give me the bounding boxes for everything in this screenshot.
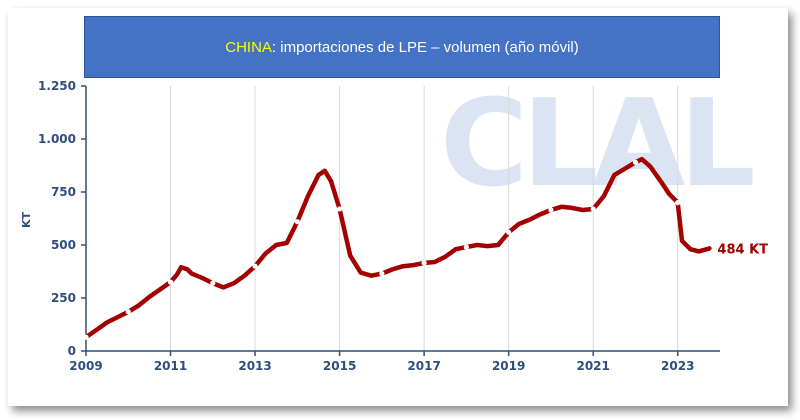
data-point-marker	[252, 263, 258, 269]
y-ticks: 0 250 500 750 1.000 1.250	[38, 79, 86, 358]
y-tick-label: 0	[68, 344, 76, 358]
y-tick-label: 250	[51, 291, 76, 305]
data-point-marker	[506, 229, 512, 235]
data-point-marker	[379, 271, 385, 277]
x-tick-label: 2011	[154, 359, 187, 373]
data-point-marker	[548, 207, 554, 213]
x-tick-label: 2009	[69, 359, 102, 373]
data-point-marker	[167, 279, 174, 285]
title-highlight: CHINA	[225, 38, 272, 56]
series-markers	[83, 159, 681, 340]
title-text: : importaciones de LPE – volumen (año mó…	[271, 38, 579, 56]
data-point-marker	[337, 206, 343, 212]
data-point-marker	[675, 200, 681, 206]
watermark-logo: CLAL	[440, 75, 753, 214]
data-point-marker	[83, 334, 89, 340]
data-point-marker	[463, 244, 469, 250]
y-tick-label: 1.250	[38, 79, 76, 93]
data-point-marker	[294, 219, 300, 225]
y-tick-label: 500	[51, 238, 76, 252]
data-point-marker	[632, 159, 639, 165]
x-tick-label: 2021	[576, 359, 609, 373]
x-tick-label: 2023	[661, 359, 694, 373]
series-line	[83, 156, 712, 340]
chart-title: CHINA: importaciones de LPE – volumen (a…	[84, 16, 720, 78]
y-tick-label: 750	[51, 185, 76, 199]
y-axis-label: KT	[20, 211, 33, 228]
x-tick-label: 2017	[407, 359, 440, 373]
y-tick-label: 1.000	[38, 132, 76, 146]
data-point-marker	[125, 309, 131, 315]
x-tick-label: 2019	[492, 359, 525, 373]
x-tick-label: 2013	[238, 359, 271, 373]
x-ticks: 2009 2011 2013 2015 2017 2019 2021 2023	[69, 351, 694, 373]
data-point-marker	[210, 280, 216, 286]
data-point-marker	[590, 206, 596, 212]
end-value-label: 484 KT	[717, 242, 768, 257]
x-tick-label: 2015	[323, 359, 356, 373]
data-point-marker	[421, 260, 427, 266]
